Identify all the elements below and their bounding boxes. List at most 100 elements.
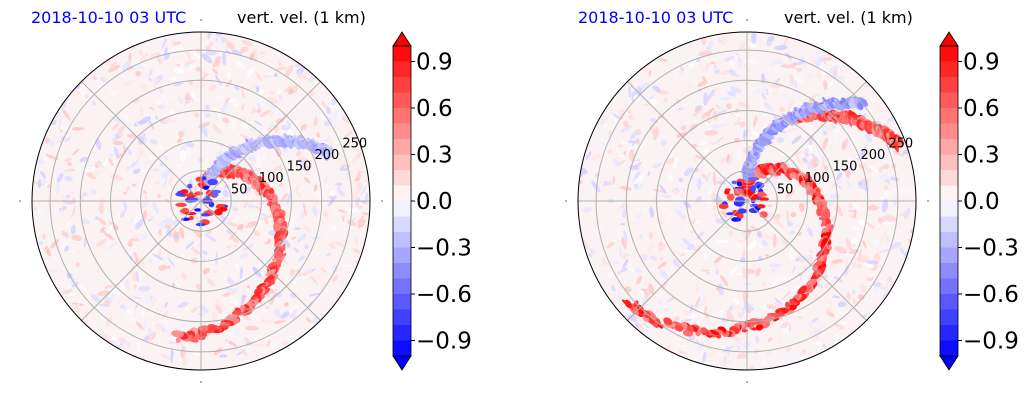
field-cell [642,322,650,329]
field-cell [175,183,181,192]
field-cell [696,58,701,63]
field-cell [876,106,886,114]
field-cell [289,268,295,277]
angular-tick-mark [381,200,383,202]
field-cell [148,337,159,348]
field-cell [812,265,819,271]
field-cell [605,241,616,249]
angular-gridline [81,81,202,202]
field-cell [45,153,59,161]
field-cell [178,130,185,138]
field-cell [701,75,707,82]
field-cell [64,175,73,182]
radial-tick-label: 150 [287,159,312,174]
field-cell [695,283,699,293]
radial-tick-label: 100 [259,171,284,186]
field-cell [622,208,627,219]
colorbar-segment [940,77,958,93]
field-cell [800,55,805,61]
field-cell [829,207,834,212]
field-cell [67,161,72,167]
field-cell [338,279,346,286]
field-cell [766,350,771,356]
field-cell [849,174,855,181]
field-cell [802,200,808,208]
field-cell [722,181,728,195]
time-label: 2018-10-10 03 UTC [578,8,734,27]
field-cell [772,234,777,248]
field-cell [262,174,270,182]
field-cell [228,294,239,305]
field-cell [272,333,277,343]
field-cell [823,297,833,306]
field-cell [164,317,169,329]
field-cell [628,114,633,120]
field-cell [881,199,889,213]
field-cell [255,205,262,212]
field-cell [739,121,746,128]
field-cell [617,292,622,307]
field-cell [831,213,838,223]
field-cell [157,87,164,94]
field-cell [213,300,225,307]
field-cell [731,180,737,185]
field-cell [320,267,327,273]
field-cell [347,220,357,227]
field-cell [194,112,200,118]
field-cell [773,274,783,284]
field-cell [838,311,846,316]
field-cell [730,111,742,117]
field-cell [354,236,358,246]
field-cell [158,264,168,271]
field-cell [254,120,263,127]
field-cell [55,138,68,144]
field-cell [95,161,106,169]
field-cell [263,166,267,174]
field-cell [859,253,870,260]
field-cell [255,71,263,82]
field-cell [171,282,175,288]
field-cell [693,239,698,249]
field-cell [766,40,772,47]
field-cell [728,154,734,166]
field-cell [694,107,703,113]
field-cell [271,164,283,173]
field-cell [262,192,267,198]
field-cell [785,190,795,199]
field-cell [140,116,152,125]
field-cell [226,330,233,338]
field-cell [293,165,297,171]
field-cell [693,175,702,185]
field-cell [815,240,820,244]
field-cell [767,204,773,208]
field-cell [788,251,795,260]
field-cell [602,141,608,155]
field-cell [694,296,701,309]
field-cell [135,218,144,230]
field-cell [110,90,118,96]
field-cell [133,251,139,265]
field-cell [268,110,274,117]
colorbar-segment [940,294,958,310]
field-cell [824,124,831,132]
field-cell [611,112,621,120]
field-cell [681,292,692,301]
field-cell [273,319,287,324]
field-cell [605,226,613,238]
field-cell [715,104,721,110]
field-cell [207,178,218,186]
field-cell [146,184,152,190]
field-cell [298,255,306,262]
colorbar-segment [940,170,958,186]
field-cell [656,168,668,173]
field-cell [140,105,144,117]
field-cell [160,354,172,360]
field-cell [774,77,780,85]
field-cell [240,290,251,294]
field-cell [235,263,239,270]
field-cell [828,201,834,207]
field-cell [103,285,112,289]
field-cell [853,206,857,219]
field-cell [207,32,212,40]
field-cell [619,245,622,258]
